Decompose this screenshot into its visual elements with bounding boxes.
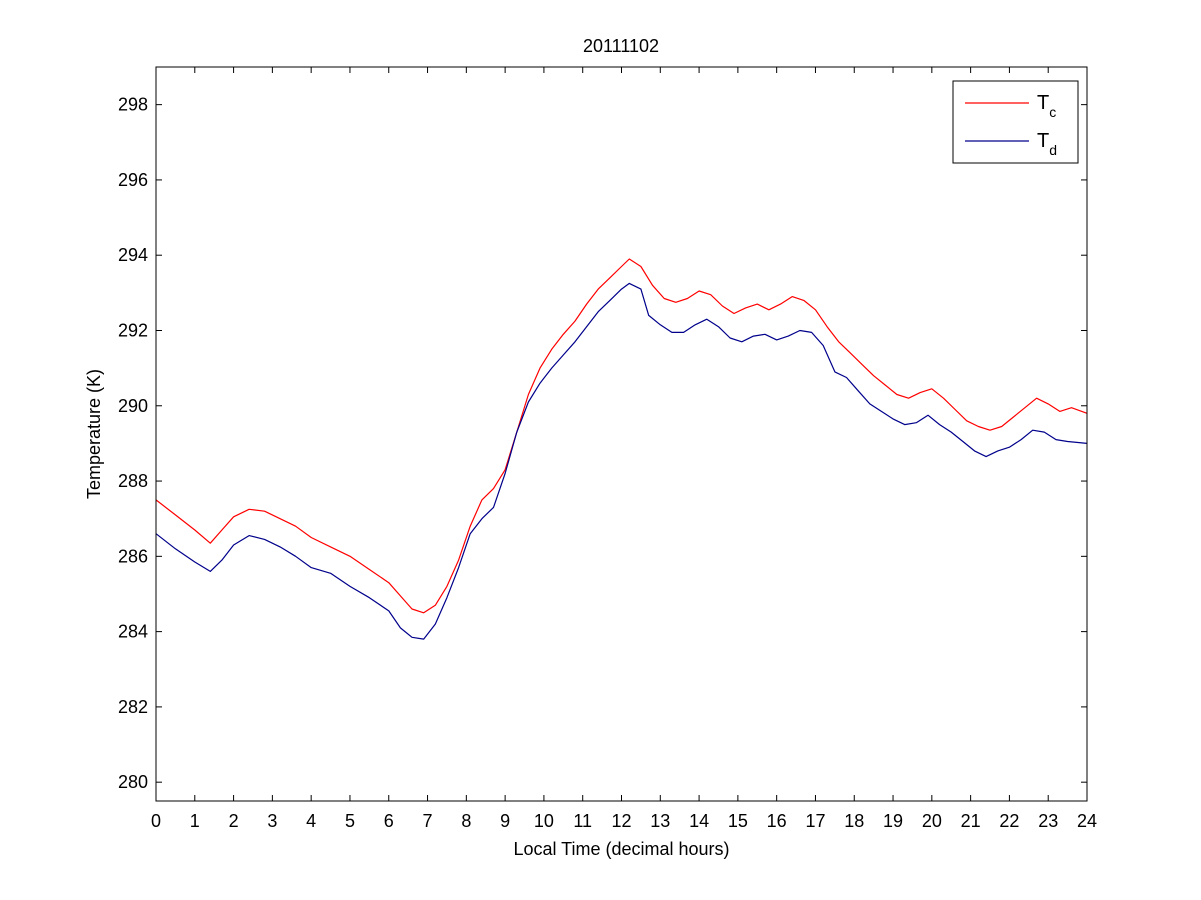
x-tick-label: 2: [229, 811, 239, 831]
x-tick-label: 23: [1038, 811, 1058, 831]
x-tick-label: 13: [650, 811, 670, 831]
y-tick-label: 294: [118, 245, 148, 265]
axes-frame: [155, 66, 1088, 802]
x-tick-label: 8: [461, 811, 471, 831]
x-tick-label: 3: [267, 811, 277, 831]
x-tick-label: 14: [689, 811, 709, 831]
x-tick-label: 20: [922, 811, 942, 831]
x-tick-label: 19: [883, 811, 903, 831]
x-axis-title: Local Time (decimal hours): [513, 839, 729, 859]
x-tick-label: 1: [190, 811, 200, 831]
y-axis-title: Temperature (K): [84, 369, 104, 499]
axis-ticks: 0 1 2 3 4 5 6 7 8 9 10 11 12 13 14 15 16 17 18 19 20 21 22 23 24…: [118, 67, 1097, 831]
y-tick-label: 298: [118, 95, 148, 115]
y-tick-label: 292: [118, 320, 148, 340]
x-tick-label: 4: [306, 811, 316, 831]
x-tick-label: 6: [384, 811, 394, 831]
x-tick-label: 0: [151, 811, 161, 831]
series-line-td: [155, 282, 1088, 640]
y-tick-label: 286: [118, 546, 148, 566]
x-tick-label: 5: [345, 811, 355, 831]
chart-title: 20111102: [583, 36, 659, 56]
y-tick-label: 290: [118, 396, 148, 416]
x-tick-label: 24: [1077, 811, 1097, 831]
legend: Tc Td: [952, 80, 1079, 164]
legend-label: Tc: [1037, 92, 1056, 120]
series-line-tc: [155, 258, 1088, 614]
legend-label: Td: [1037, 130, 1057, 158]
x-tick-label: 9: [500, 811, 510, 831]
y-tick-label: 288: [118, 471, 148, 491]
x-tick-label: 18: [844, 811, 864, 831]
x-tick-label: 15: [728, 811, 748, 831]
y-tick-label: 284: [118, 622, 148, 642]
x-tick-label: 11: [573, 811, 592, 831]
x-tick-label: 21: [961, 811, 981, 831]
legend-box: [952, 80, 1079, 164]
y-tick-label: 296: [118, 170, 148, 190]
x-tick-label: 22: [999, 811, 1019, 831]
x-tick-label: 17: [805, 811, 825, 831]
x-tick-label: 7: [423, 811, 433, 831]
x-tick-label: 12: [611, 811, 631, 831]
series-lines: [155, 258, 1088, 640]
y-tick-label: 282: [118, 697, 148, 717]
x-tick-label: 10: [534, 811, 554, 831]
x-tick-label: 16: [767, 811, 787, 831]
y-tick-label: 280: [118, 772, 148, 792]
